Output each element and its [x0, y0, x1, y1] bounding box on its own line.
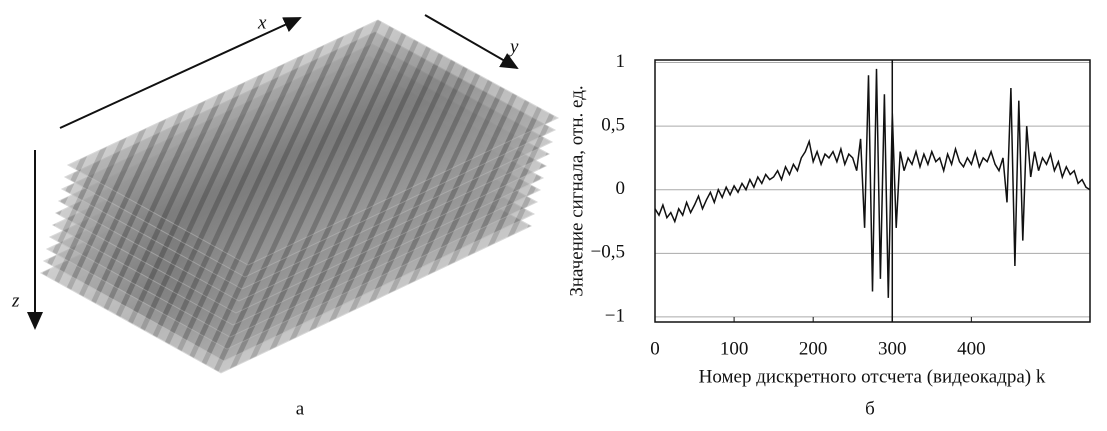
caption: а	[296, 398, 305, 419]
x-tick-label: 400	[957, 338, 986, 359]
x-tick-label: 0	[650, 338, 660, 359]
x-tick-label: 200	[799, 338, 828, 359]
axis-label: y	[508, 36, 519, 57]
plot-frame	[654, 59, 1091, 323]
x-tick-label: 300	[878, 338, 907, 359]
signal-line	[654, 68, 1091, 298]
axis-label: x	[257, 12, 267, 33]
axis-label: z	[11, 290, 20, 311]
caption: б	[865, 398, 875, 419]
y-arrow	[424, 14, 519, 69]
y-tick-label: 1	[616, 51, 626, 72]
y-axis-label: Значение сигнала, отн. ед.	[566, 85, 587, 296]
y-tick-label: 0,5	[601, 114, 625, 135]
x-tick-label: 100	[720, 338, 749, 359]
y-tick-label: −0,5	[591, 242, 625, 263]
x-axis-label: Номер дискретного отсчета (видеокадра) k	[699, 366, 1046, 387]
y-tick-label: −1	[605, 305, 625, 326]
slice-texture	[68, 20, 558, 265]
slice-stack-image	[39, 19, 560, 374]
y-tick-label: 0	[616, 178, 626, 199]
x-arrow	[59, 17, 302, 129]
